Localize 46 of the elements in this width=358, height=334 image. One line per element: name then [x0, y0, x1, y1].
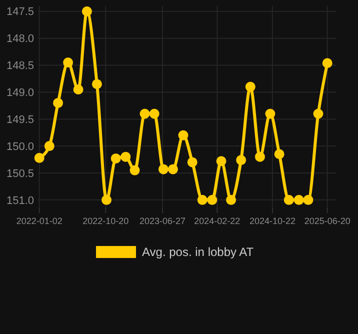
point [187, 157, 198, 168]
x-tick-label: 2025-06-20 [304, 216, 350, 226]
point [294, 194, 304, 205]
point [226, 194, 236, 205]
point [120, 152, 131, 162]
point [53, 98, 64, 108]
point [130, 165, 140, 176]
point [236, 155, 246, 166]
point [303, 194, 314, 205]
y-tick-label: 149.0 [6, 87, 34, 100]
y-tick-label: 151.0 [6, 194, 34, 207]
point [34, 152, 44, 163]
x-tick-label: 2022-01-02 [16, 216, 62, 226]
y-tick-label: 147.5 [6, 6, 34, 18]
point [63, 58, 74, 68]
point [197, 194, 208, 205]
point [140, 108, 150, 119]
y-tick-label: 150.0 [6, 140, 34, 153]
x-tick-label: 2024-02-22 [194, 216, 240, 226]
point [245, 82, 256, 92]
x-tick-label: 2024-10-22 [249, 216, 296, 226]
legend-label: Avg. pos. in lobby AT [142, 245, 254, 260]
point [178, 130, 188, 140]
point [254, 152, 265, 162]
y-tick-label: 149.5 [6, 114, 34, 126]
point [313, 108, 324, 119]
point [207, 194, 218, 205]
point [92, 79, 102, 90]
y-tick-label: 148.5 [6, 60, 34, 72]
x-tick-label: 2023-06-27 [140, 216, 186, 226]
point [158, 164, 168, 174]
point [322, 58, 332, 68]
point [149, 108, 160, 119]
point [284, 194, 294, 205]
point [73, 84, 84, 94]
point [265, 108, 276, 119]
point [168, 164, 178, 174]
y-tick-label: 150.5 [6, 168, 34, 180]
point [44, 141, 54, 152]
point [216, 156, 226, 166]
y-tick-label: 148.0 [6, 33, 34, 46]
point [274, 149, 284, 160]
point [102, 194, 112, 205]
point [110, 153, 121, 164]
x-tick-label: 2022-10-20 [82, 216, 129, 226]
point [82, 6, 92, 16]
